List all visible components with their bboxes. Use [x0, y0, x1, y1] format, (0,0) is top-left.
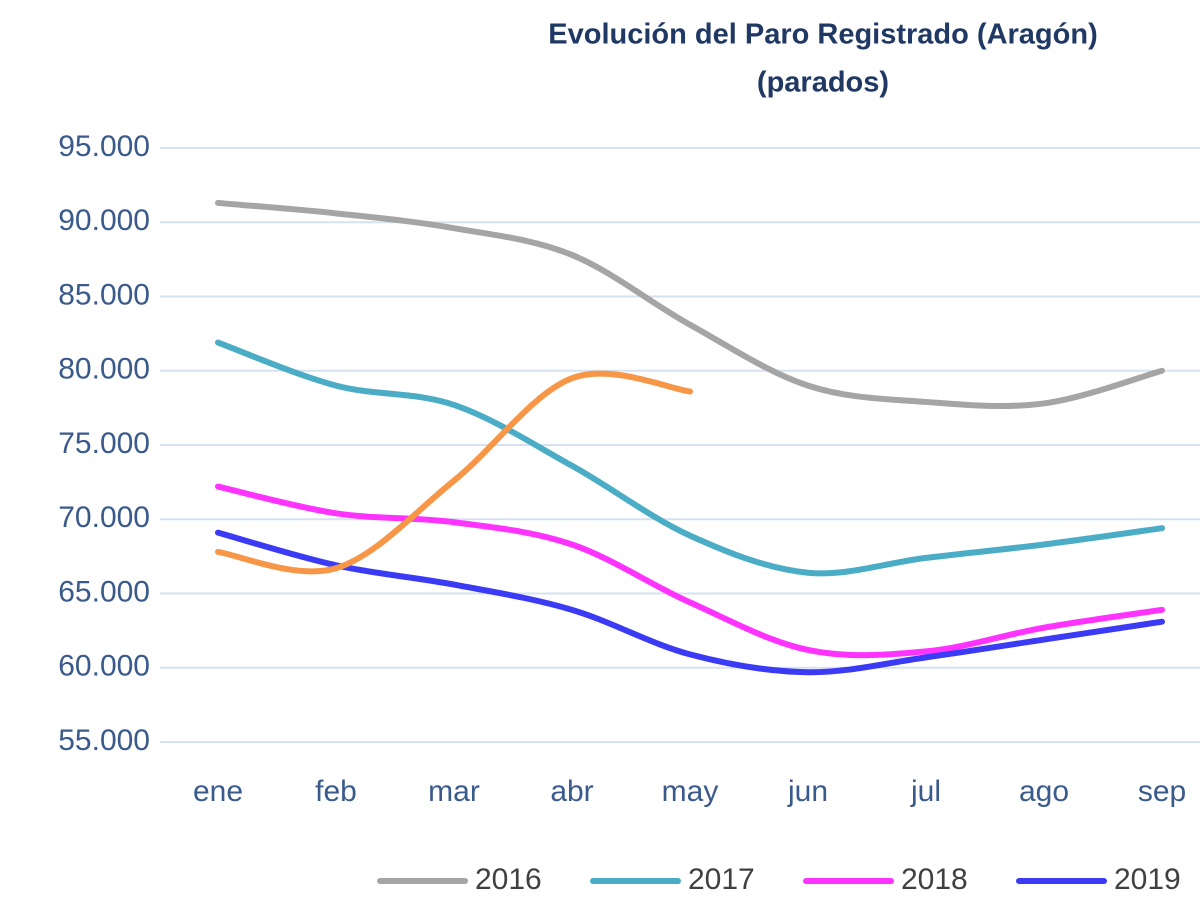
x-tick-label: ago: [1019, 775, 1069, 808]
x-tick-label: mar: [428, 775, 480, 808]
legend-label: 2016: [475, 863, 542, 896]
y-tick-label: 75.000: [58, 427, 150, 460]
y-tick-label: 70.000: [58, 501, 150, 534]
chart-title: Evolución del Paro Registrado (Aragón): [548, 19, 1097, 51]
y-tick-label: 60.000: [58, 650, 150, 683]
series-line: [215, 199, 1165, 410]
y-tick-label: 80.000: [58, 353, 150, 386]
x-tick-label: jun: [787, 775, 828, 808]
x-tick-label: jul: [910, 775, 941, 808]
y-tick-label: 90.000: [58, 204, 150, 237]
x-tick-label: may: [662, 775, 719, 808]
legend-label: 2019: [1114, 863, 1181, 896]
legend-label: 2017: [688, 863, 755, 896]
y-tick-label: 65.000: [58, 575, 150, 608]
legend-label: 2018: [901, 863, 968, 896]
chart-subtitle: (parados): [757, 67, 889, 99]
x-tick-label: ene: [193, 775, 243, 808]
y-tick-label: 85.000: [58, 278, 150, 311]
x-tick-label: sep: [1138, 775, 1186, 808]
series-line: [215, 370, 693, 575]
y-tick-label: 95.000: [58, 130, 150, 163]
x-tick-label: feb: [315, 775, 357, 808]
series-line: [215, 339, 1165, 577]
x-tick-label: abr: [550, 775, 593, 808]
series-line: [215, 483, 1165, 659]
y-tick-label: 55.000: [58, 724, 150, 757]
series-line: [215, 529, 1165, 676]
